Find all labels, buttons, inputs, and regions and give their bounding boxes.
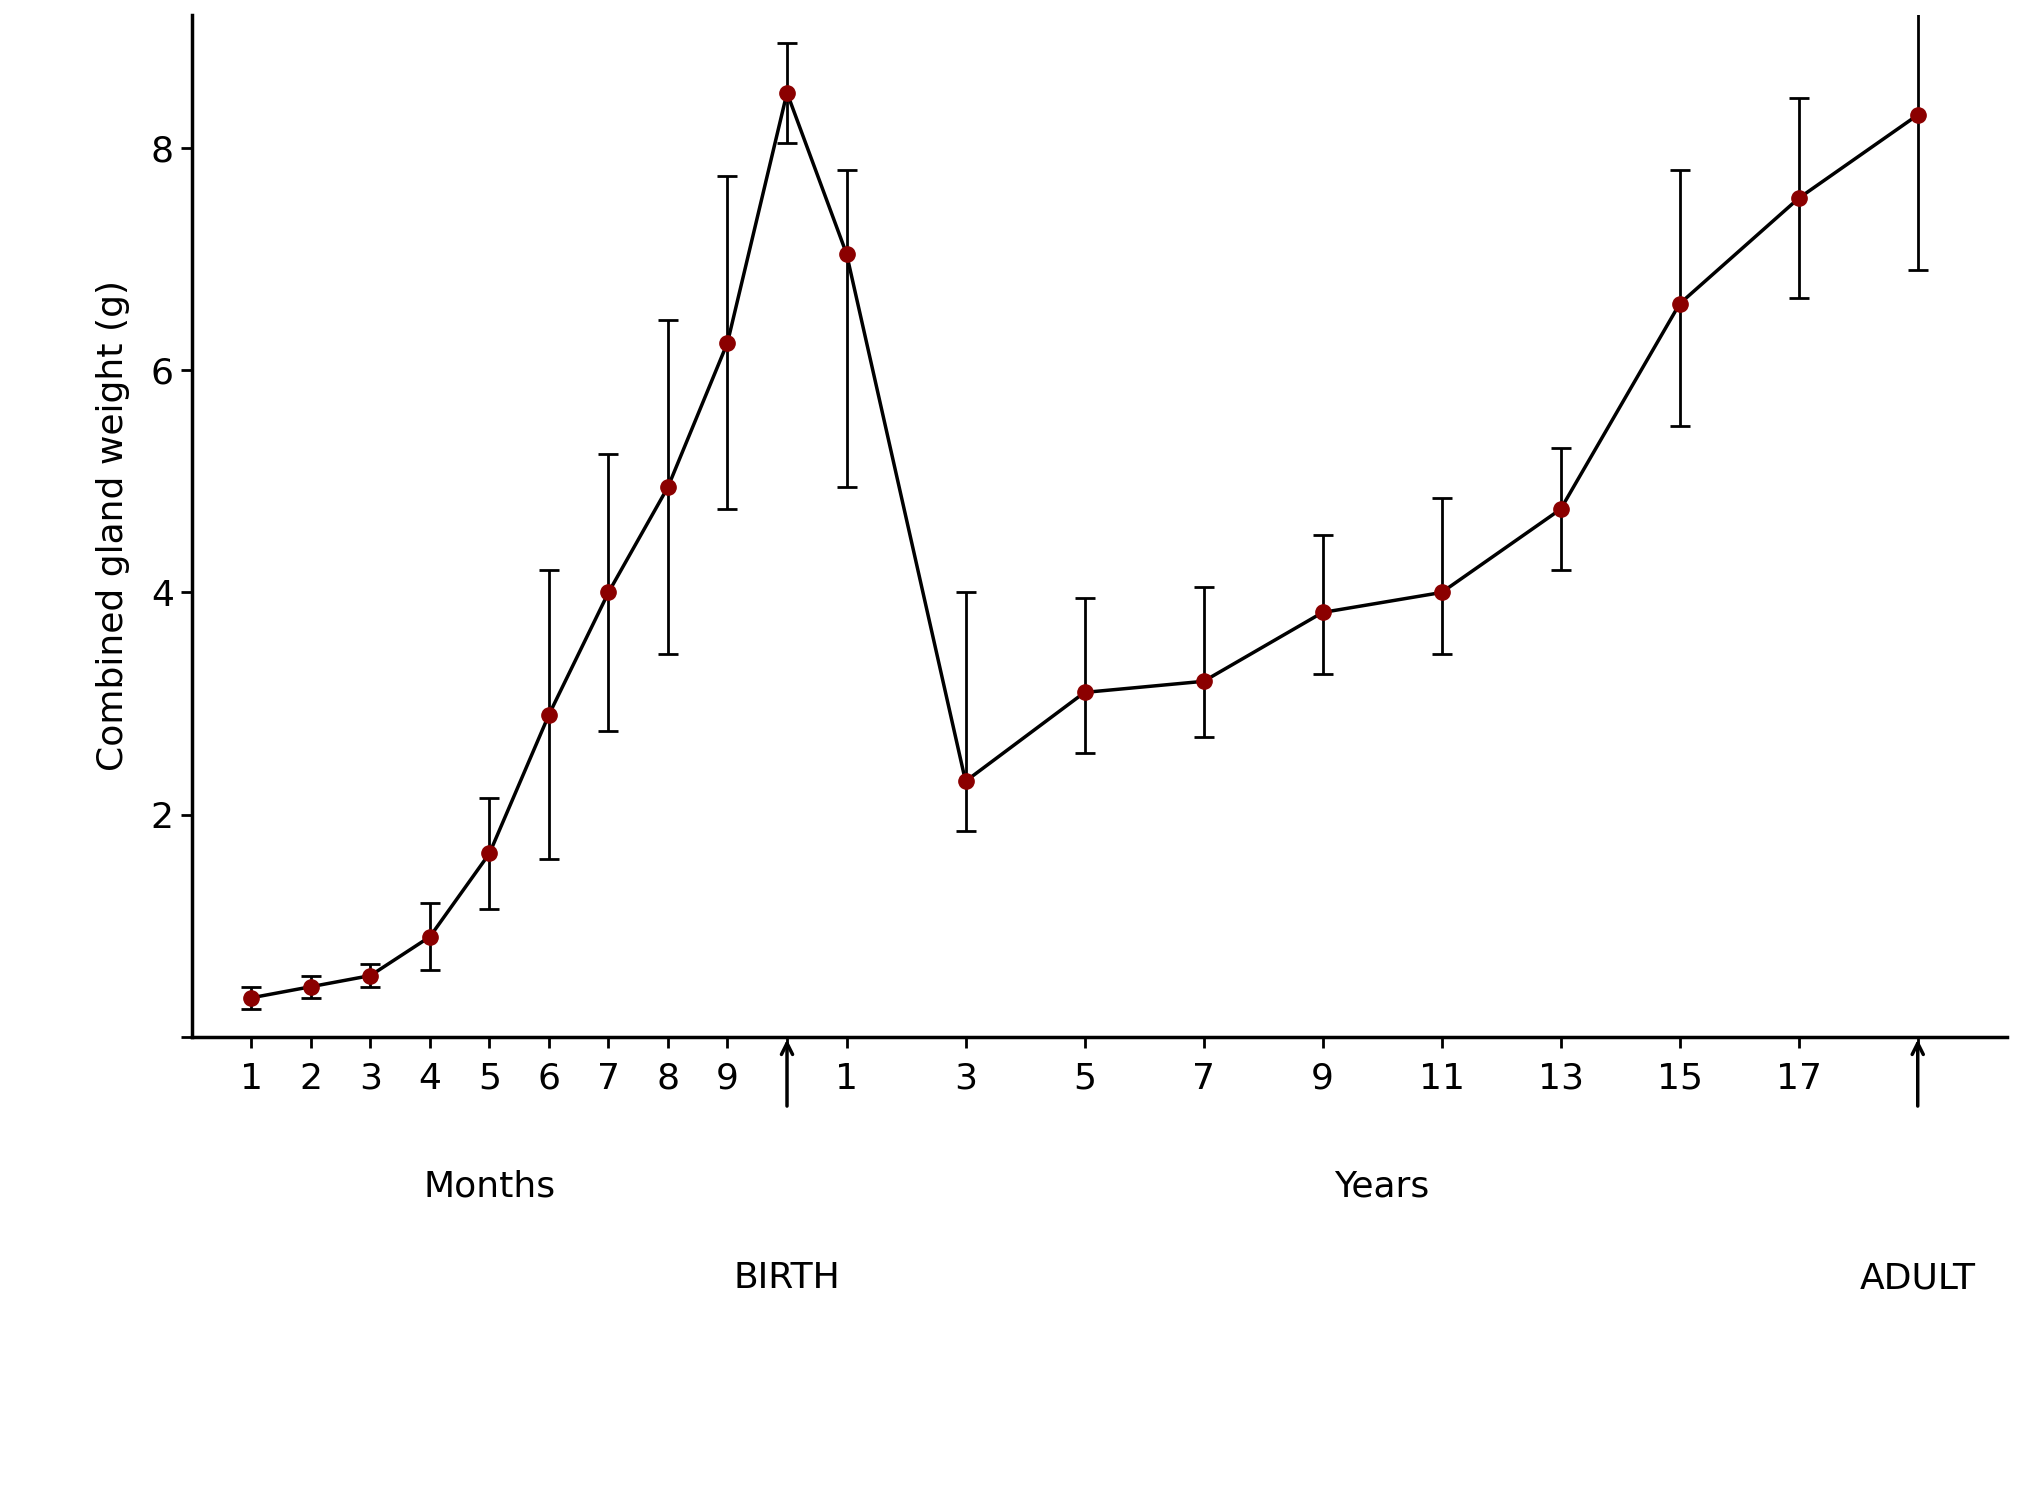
Text: Months: Months (423, 1169, 556, 1204)
Text: BIRTH: BIRTH (734, 1262, 841, 1296)
Text: Years: Years (1335, 1169, 1430, 1204)
Text: ADULT: ADULT (1860, 1262, 1975, 1296)
Y-axis label: Combined gland weight (g): Combined gland weight (g) (95, 281, 129, 771)
